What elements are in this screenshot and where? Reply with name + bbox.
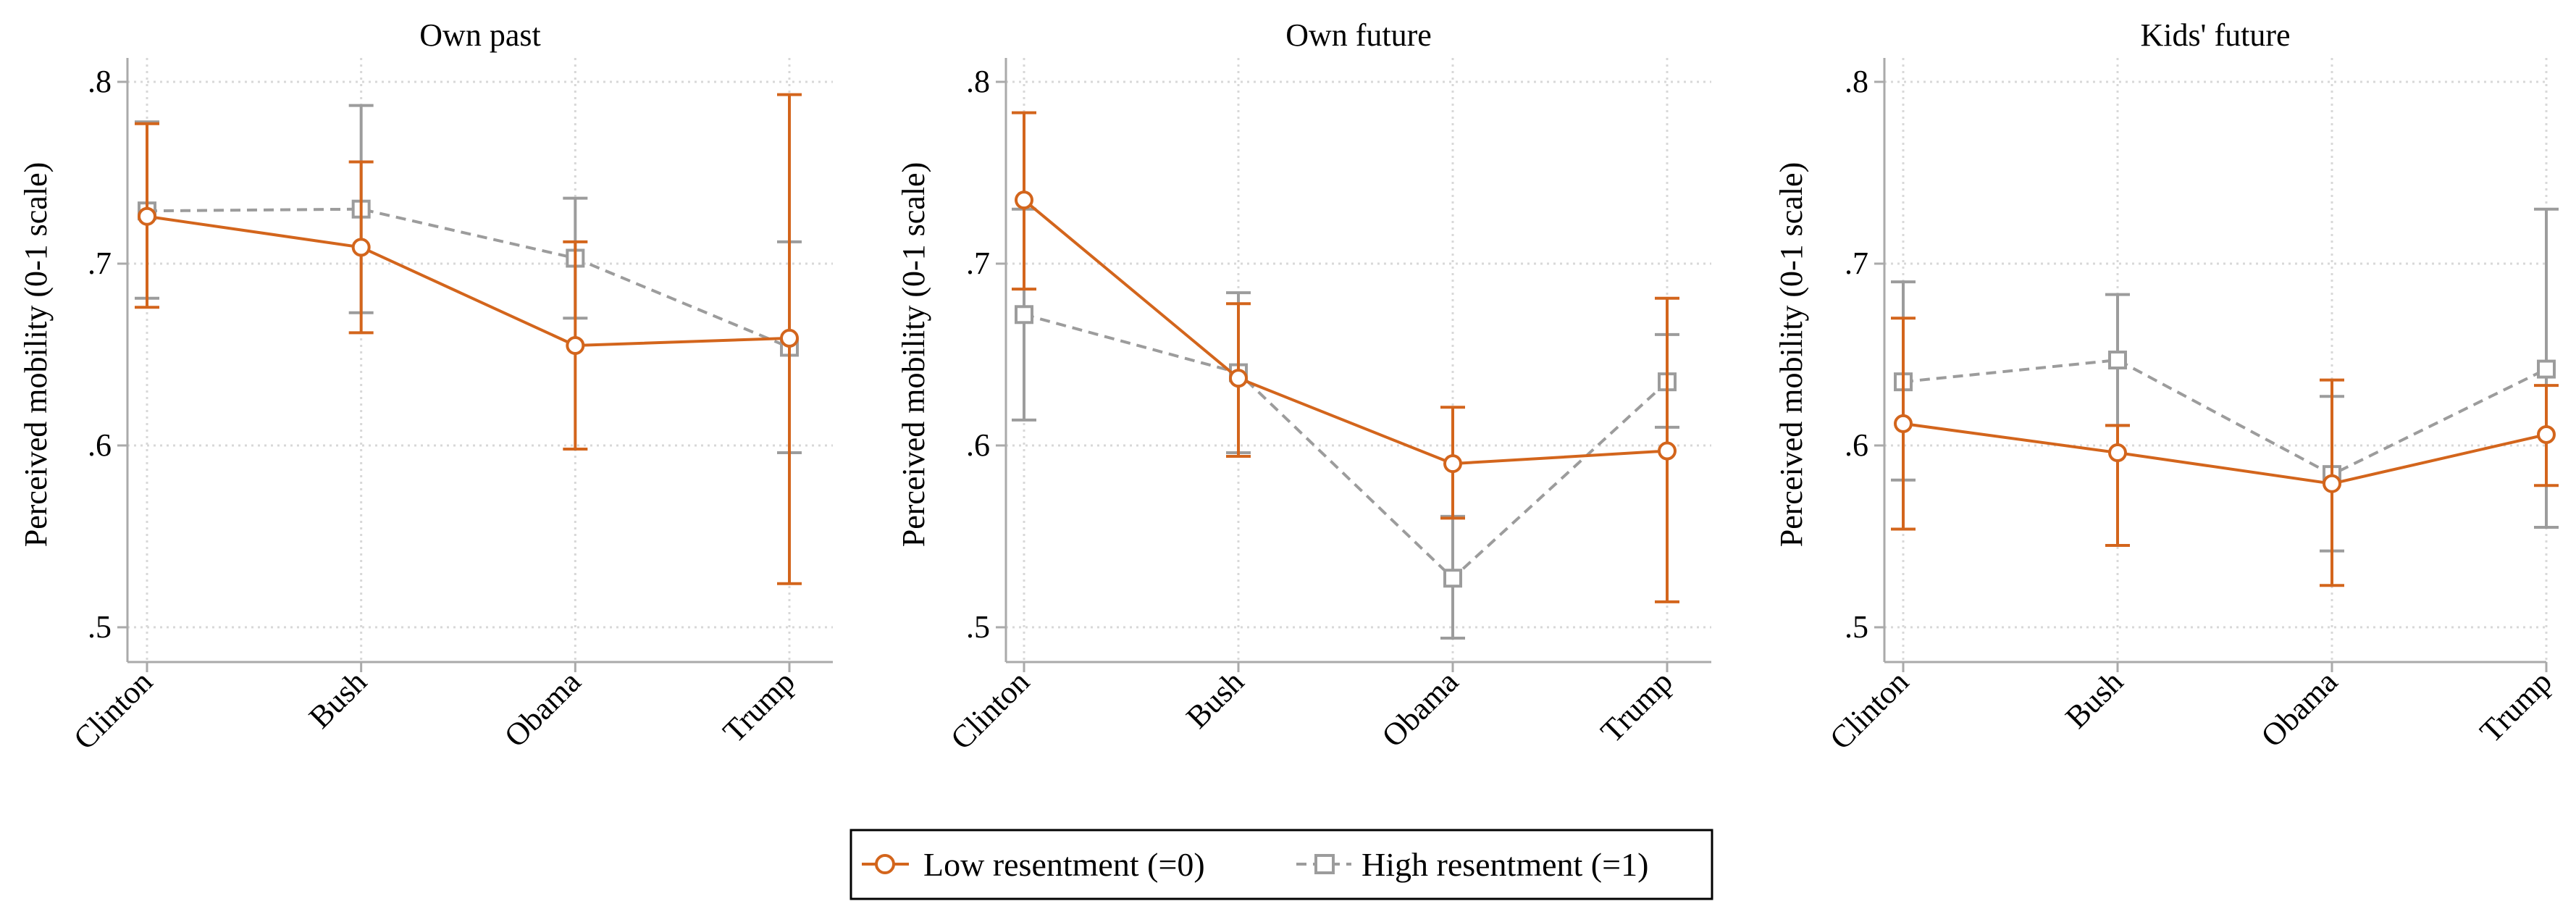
series-low-resentment <box>1012 111 1679 603</box>
y-tick-label: .6 <box>966 427 990 463</box>
data-point <box>566 335 585 355</box>
data-point <box>2537 424 2556 444</box>
x-tick-label: Trump <box>716 663 802 749</box>
y-tick-label: .5 <box>1845 609 1868 645</box>
y-axis-title: Perceived mobility (0-1 scale) <box>18 162 54 547</box>
legend-item-high-resentment: High resentment (=1) <box>1296 846 1648 883</box>
legend-high-label: High resentment (=1) <box>1362 846 1648 883</box>
panel-2: Own future .5 .6 .7 .8 Clinton Bush Obama Trump P… <box>896 17 1711 756</box>
y-tick-label: .7 <box>966 246 990 281</box>
series-high-resentment <box>1891 207 2559 553</box>
y-tick-label: .5 <box>88 609 112 645</box>
series-line <box>1023 198 1668 466</box>
y-axis-title: Perceived mobility (0-1 scale) <box>896 162 931 547</box>
data-point <box>1015 190 1033 210</box>
legend-high-marker-icon <box>1314 854 1335 874</box>
data-point <box>351 238 371 257</box>
y-tick-label: .8 <box>88 64 112 99</box>
panel-title: Kids' future <box>2140 17 2290 53</box>
y-tick-label: .5 <box>966 609 990 645</box>
data-point <box>1443 454 1462 474</box>
y-tick-label: .7 <box>1845 246 1868 281</box>
legend: Low resentment (=0) High resentment (=1) <box>849 829 1713 900</box>
y-tick-label: .7 <box>88 246 112 281</box>
series-line <box>1902 358 2547 477</box>
x-tick-label: Clinton <box>944 663 1036 756</box>
y-tick-label: .6 <box>1845 427 1868 463</box>
x-tick-label: Clinton <box>67 663 159 756</box>
legend-frame <box>849 829 1713 900</box>
panel-title: Own future <box>1285 17 1432 53</box>
series-high-resentment <box>135 104 802 455</box>
data-point <box>138 206 156 226</box>
series-line <box>1902 422 2547 485</box>
panel-3: Kids' future .5 .6 .7 .8 Clinton Bush Obama Trum… <box>1774 17 2559 756</box>
y-tick-label: .8 <box>966 64 990 99</box>
x-tick-label: Bush <box>2058 663 2130 735</box>
data-point <box>2537 359 2556 379</box>
series-line <box>146 214 790 347</box>
legend-low-label: Low resentment (=0) <box>923 846 1205 883</box>
panel-title: Own past <box>419 17 540 53</box>
data-point <box>780 328 799 348</box>
legend-item-low-resentment: Low resentment (=0) <box>862 846 1205 883</box>
chart-panels: Own past .5 .6 .7 .8 Clinton Bush Obama Trump Per… <box>18 17 2559 756</box>
x-tick-label: Bush <box>1179 663 1251 735</box>
y-tick-label: .8 <box>1845 64 1868 99</box>
data-point <box>1015 305 1033 324</box>
x-tick-label: Obama <box>1375 663 1465 753</box>
y-axis-title: Perceived mobility (0-1 scale) <box>1774 162 1809 547</box>
data-point <box>1443 569 1462 588</box>
data-point <box>1658 441 1677 461</box>
x-tick-label: Obama <box>2254 663 2344 753</box>
x-tick-label: Trump <box>2473 663 2559 749</box>
data-point <box>2323 474 2341 493</box>
x-tick-label: Clinton <box>1823 663 1916 756</box>
data-point <box>2108 351 2127 370</box>
data-point <box>1229 369 1248 388</box>
data-point <box>2108 443 2127 463</box>
series-low-resentment <box>1891 317 2559 587</box>
x-tick-label: Trump <box>1594 663 1679 749</box>
series-line <box>146 207 790 349</box>
legend-low-marker-icon <box>875 854 895 874</box>
x-tick-label: Obama <box>498 663 587 753</box>
series-low-resentment <box>135 93 802 585</box>
data-point <box>1894 414 1913 433</box>
x-tick-label: Bush <box>302 663 374 735</box>
series-line <box>1023 313 1669 580</box>
panel-1: Own past .5 .6 .7 .8 Clinton Bush Obama Trump Per… <box>18 17 833 756</box>
y-tick-label: .6 <box>88 427 112 463</box>
